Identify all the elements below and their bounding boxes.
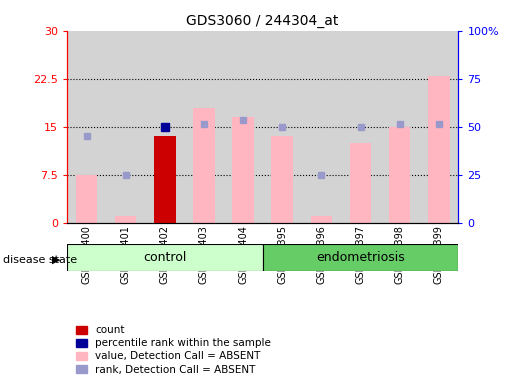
Bar bbox=[154, 136, 176, 223]
Bar bbox=[115, 216, 136, 223]
Bar bbox=[224, 31, 263, 223]
Bar bbox=[302, 31, 341, 223]
Bar bbox=[389, 127, 410, 223]
Legend: count, percentile rank within the sample, value, Detection Call = ABSENT, rank, : count, percentile rank within the sample… bbox=[72, 321, 275, 379]
FancyBboxPatch shape bbox=[67, 244, 263, 271]
Bar bbox=[76, 175, 97, 223]
FancyBboxPatch shape bbox=[263, 244, 458, 271]
Bar bbox=[106, 31, 145, 223]
Text: control: control bbox=[143, 251, 186, 264]
Bar bbox=[271, 136, 293, 223]
Bar bbox=[193, 108, 215, 223]
Bar bbox=[184, 31, 224, 223]
Text: disease state: disease state bbox=[3, 255, 77, 265]
Bar bbox=[350, 143, 371, 223]
Bar bbox=[232, 117, 254, 223]
Bar bbox=[341, 31, 380, 223]
Bar bbox=[67, 31, 106, 223]
Bar bbox=[263, 31, 302, 223]
Bar bbox=[380, 31, 419, 223]
Title: GDS3060 / 244304_at: GDS3060 / 244304_at bbox=[186, 14, 339, 28]
Bar bbox=[311, 216, 332, 223]
Bar bbox=[145, 31, 184, 223]
Bar bbox=[419, 31, 458, 223]
Text: ▶: ▶ bbox=[52, 255, 61, 265]
Bar bbox=[428, 76, 450, 223]
Text: endometriosis: endometriosis bbox=[316, 251, 405, 264]
